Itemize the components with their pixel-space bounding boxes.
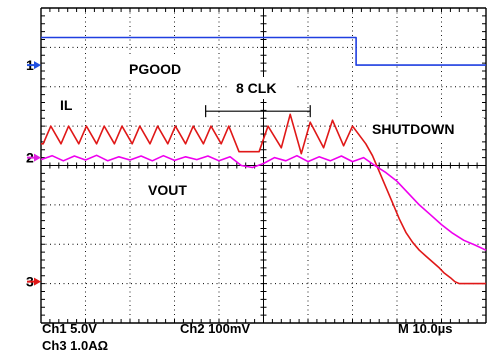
inductor-current-trace <box>41 113 486 285</box>
graticule <box>40 7 487 324</box>
clk-label-bg <box>230 77 294 99</box>
channel-markers: 123 <box>26 57 41 290</box>
vout-trace <box>40 154 487 251</box>
clk-bracket <box>205 105 311 118</box>
clk-label: 8 CLK <box>236 80 276 96</box>
il-label: IL <box>60 97 73 113</box>
footer-ch3: Ch3 1.0AΩ <box>42 338 108 353</box>
footer-ch1: Ch1 5.0V <box>42 321 97 336</box>
shutdown-label: SHUTDOWN <box>372 121 454 137</box>
footer-timebase: M 10.0µs <box>398 321 452 336</box>
channel-3-arrow-icon <box>34 277 41 286</box>
il-label-bg <box>56 96 80 114</box>
footer-ch2: Ch2 100mV <box>180 321 250 336</box>
channel-2-arrow-icon <box>34 153 41 162</box>
channel-1-arrow-icon <box>34 61 41 70</box>
pgood-trace <box>41 36 486 66</box>
traces <box>40 36 487 285</box>
vout-label: VOUT <box>148 182 187 198</box>
pgood-label: PGOOD <box>129 61 181 77</box>
vout-label-bg <box>142 178 210 200</box>
pgood-label-bg <box>122 56 212 79</box>
shutdown-label-bg <box>366 118 484 140</box>
